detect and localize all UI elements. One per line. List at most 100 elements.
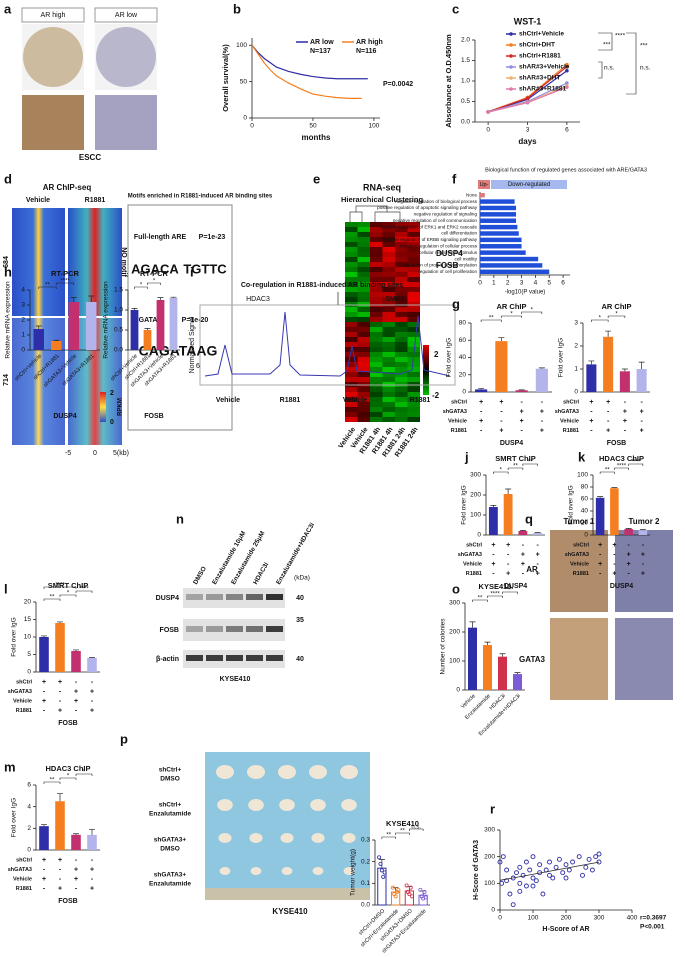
- condition-mark: -: [507, 561, 510, 568]
- legend-box: [478, 180, 490, 189]
- y-tick-label: 300: [449, 600, 460, 607]
- y-label: Overall survival(%): [221, 44, 230, 112]
- condition-mark: +: [58, 707, 62, 714]
- heatmap-cell: [395, 377, 408, 382]
- condition-mark: +: [589, 418, 593, 425]
- y-tick-label: 6: [27, 782, 31, 789]
- heatmap-cell: [370, 237, 383, 242]
- y-tick-label: 1: [574, 366, 578, 373]
- condition-name: Vehicle: [463, 561, 482, 567]
- tumor: [217, 799, 233, 811]
- heatmap-cell: [370, 397, 383, 402]
- condition-mark: -: [91, 857, 94, 864]
- heatmap-cell: [357, 402, 370, 407]
- y-tick-label: 0.1: [361, 880, 370, 887]
- heatmap-cell: [370, 417, 383, 422]
- sig-label: **: [513, 464, 518, 470]
- bar: [513, 674, 522, 690]
- sig-label: ****: [490, 592, 500, 598]
- heatmap-cell: [382, 327, 395, 332]
- x-label: H-Score of AR: [542, 926, 589, 933]
- heatmap-cell: [345, 232, 358, 237]
- panel-letter: p: [120, 731, 128, 746]
- heatmap-cell: [345, 372, 358, 377]
- heatmap-cell: [395, 402, 408, 407]
- heatmap-cell: [407, 357, 420, 362]
- bar: [480, 269, 550, 275]
- heatmap-cell: [370, 367, 383, 372]
- error-bar: [490, 505, 497, 507]
- condition-mark: -: [541, 418, 544, 425]
- heatmap-cell: [382, 357, 395, 362]
- heatmap-cell: [370, 242, 383, 247]
- panel-letter: o: [452, 581, 460, 596]
- label: shCtrl+: [159, 802, 182, 809]
- heatmap-cell: [382, 272, 395, 277]
- heatmap-cell: [382, 277, 395, 282]
- bar: [480, 205, 516, 211]
- heatmap-cell: [395, 332, 408, 337]
- label: Full-length ARE: [134, 234, 187, 241]
- label: 5(kb): [113, 450, 129, 457]
- data-point: [393, 894, 398, 899]
- tumor: [278, 765, 296, 779]
- y-tick-label: 0: [462, 389, 466, 396]
- bar: [480, 212, 516, 217]
- label: GATA3: [519, 655, 545, 664]
- legend-label: Up-: [480, 182, 489, 188]
- data-point: [408, 885, 413, 890]
- y-tick-label: 40: [459, 354, 467, 361]
- legend-note: N=116: [356, 48, 377, 55]
- tumor: [219, 867, 231, 875]
- error-bar: [514, 672, 521, 675]
- legend-label: shAR#3+Vehicle: [519, 64, 570, 71]
- chart-title: AR ChIP: [497, 302, 527, 311]
- label: AR low: [115, 12, 138, 19]
- label: Vehicle: [343, 397, 367, 404]
- condition-mark: -: [590, 408, 593, 415]
- bar: [503, 494, 513, 535]
- heatmap-cell: [345, 262, 358, 267]
- heatmap-cell: [345, 417, 358, 422]
- point: [586, 856, 592, 862]
- blot-band: [226, 626, 243, 632]
- sig-bracket: [487, 595, 503, 598]
- label: P=1e-20: [182, 317, 209, 324]
- condition-mark: +: [641, 551, 645, 558]
- heatmap-cell: [382, 412, 395, 417]
- heatmap-cell: [407, 232, 420, 237]
- heatmap-cell: [345, 247, 358, 252]
- legend-label: shAR#3+DHT: [519, 75, 560, 82]
- x-tick-label: 100: [528, 915, 539, 922]
- heatmap-cell: [357, 297, 370, 302]
- heatmap-cell: [357, 242, 370, 247]
- label: 2: [434, 350, 439, 359]
- tumor: [309, 765, 327, 779]
- point: [596, 859, 602, 865]
- condition-mark: +: [598, 542, 602, 549]
- bar: [488, 507, 498, 535]
- legend-marker: [509, 54, 513, 58]
- x-tick-label: 6: [565, 127, 569, 134]
- series-line: [251, 44, 362, 99]
- heatmap-cell: [345, 392, 358, 397]
- heatmap-cell: [370, 307, 383, 312]
- panel-letter: j: [464, 449, 469, 464]
- p-value: P=0.0042: [383, 81, 413, 88]
- tumor: [248, 799, 264, 811]
- label: RPKM: [118, 398, 124, 416]
- heatmap-cell: [345, 342, 358, 347]
- condition-mark: -: [75, 857, 78, 864]
- y-label: Relative mRNA expression: [103, 281, 110, 359]
- heatmap-cell: [407, 312, 420, 317]
- condition-mark: +: [640, 427, 644, 434]
- condition-name: Vehicle: [448, 418, 467, 424]
- heatmap-cell: [407, 377, 420, 382]
- heatmap-cell: [370, 387, 383, 392]
- heatmap-cell: [407, 347, 420, 352]
- heatmap-cell: [357, 357, 370, 362]
- condition-mark: -: [507, 551, 510, 558]
- sig-label: *: [153, 279, 156, 285]
- heatmap-cell: [345, 327, 358, 332]
- blot-band: [206, 594, 223, 600]
